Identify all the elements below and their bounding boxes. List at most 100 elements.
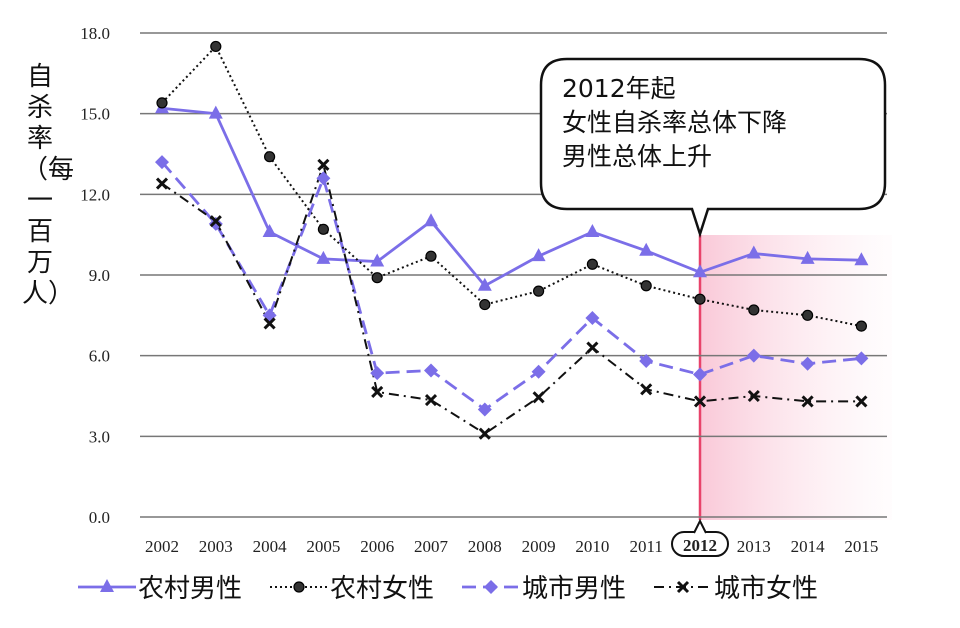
data-point-circle [532, 285, 545, 297]
data-point-circle [694, 293, 706, 305]
data-point-x [371, 385, 384, 399]
y-tick-label: 12.0 [80, 185, 110, 204]
x-tick-label: 2007 [414, 537, 449, 556]
data-point-circle [748, 304, 760, 316]
data-point-x [317, 158, 330, 171]
x-tick-label: 2009 [522, 537, 556, 556]
data-point-triangle [693, 264, 707, 278]
data-point-triangle [100, 578, 114, 592]
x-tick-label: 2006 [360, 537, 394, 556]
data-point-x [209, 215, 222, 228]
data-point-triangle [746, 245, 761, 259]
data-point-x [424, 393, 438, 407]
annotation-line-2: 女性自杀率总体下降 [562, 108, 788, 137]
data-point-x [478, 427, 491, 440]
data-point-triangle [262, 223, 277, 237]
data-point-circle [317, 223, 329, 235]
highlight-region [700, 235, 892, 520]
data-point-diamond [155, 155, 169, 170]
badge-pointer [693, 518, 707, 534]
legend-label: 农村女性 [330, 574, 435, 604]
x-tick-label: 2015 [844, 537, 878, 556]
data-point-circle [210, 40, 222, 53]
x-tick-label: 2003 [199, 537, 233, 556]
data-point-x [263, 317, 276, 330]
series-line [160, 161, 862, 412]
data-point-triangle [639, 242, 654, 256]
data-point-diamond [693, 367, 707, 382]
x-tick-label: 2005 [306, 537, 340, 556]
data-point-x [155, 177, 169, 190]
data-point-circle [586, 258, 599, 270]
data-point-circle [425, 250, 437, 262]
legend-item-urban-female: 城市女性 [652, 568, 818, 605]
x-tick-label: 2013 [737, 537, 771, 556]
data-point-x [693, 395, 707, 408]
y-tick-label: 15.0 [80, 105, 110, 124]
data-point-circle [156, 97, 168, 109]
data-point-triangle [854, 252, 869, 266]
data-point-diamond [531, 364, 546, 379]
data-point-circle [293, 580, 305, 593]
data-point-x [801, 395, 814, 408]
annotation-line-1: 2012年起 [562, 74, 676, 103]
data-point-x [586, 341, 599, 354]
legend-swatch [462, 579, 521, 594]
x-tick-label: 2011 [630, 537, 663, 556]
y-tick-label: 18.0 [80, 24, 110, 43]
data-point-triangle [477, 277, 492, 291]
annotation-line-3: 男性总体上升 [562, 142, 713, 171]
series-line [161, 44, 862, 328]
y-axis-label: 自杀率（每一百万人） [22, 62, 75, 309]
data-point-circle [264, 151, 276, 163]
legend-swatch [270, 580, 329, 593]
data-point-diamond [854, 351, 869, 366]
data-point-diamond [208, 216, 223, 231]
legend-label: 城市女性 [714, 574, 819, 604]
x-tick-label: 2014 [791, 537, 826, 556]
data-point-triangle [370, 253, 385, 267]
data-point-diamond [370, 366, 385, 381]
series-line [161, 106, 862, 288]
legend-label: 农村男性 [138, 574, 243, 604]
data-point-diamond [477, 402, 492, 417]
data-point-diamond [484, 579, 499, 594]
x-tick-label: 2004 [253, 537, 288, 556]
callout-bubble [539, 57, 887, 239]
data-point-triangle [208, 105, 223, 119]
y-tick-label: 6.0 [89, 347, 110, 366]
legend-item-urban-male: 城市男性 [460, 568, 626, 605]
data-point-circle [855, 320, 868, 332]
data-point-triangle [316, 250, 331, 264]
data-point-circle [371, 272, 383, 284]
y-tick-label: 3.0 [89, 427, 110, 446]
x-tick-label: 2002 [145, 537, 179, 556]
series-line [161, 161, 862, 435]
data-point-diamond [585, 311, 600, 326]
x-tick-label: 2010 [575, 537, 609, 556]
data-point-circle [640, 280, 652, 292]
legend: 农村男性 农村女性 城市男性 城市女性 [76, 568, 844, 605]
data-point-diamond [639, 354, 654, 369]
x-tick-label: 2008 [468, 537, 502, 556]
data-point-x [676, 580, 690, 593]
data-point-diamond [424, 363, 438, 378]
y-tick-label: 0.0 [89, 508, 110, 527]
annotation-callout: 2012年起 女性自杀率总体下降 男性总体上升 [542, 60, 882, 186]
data-point-diamond [316, 171, 331, 186]
legend-item-rural-female: 农村女性 [268, 568, 434, 605]
data-point-triangle [424, 213, 438, 227]
data-point-diamond [800, 356, 815, 371]
data-point-circle [479, 298, 491, 311]
legend-swatch [654, 580, 713, 593]
data-point-x [855, 395, 868, 408]
data-point-circle [801, 309, 814, 321]
data-point-triangle [531, 248, 546, 262]
x-tick-label: 2012 [683, 536, 717, 555]
legend-item-rural-male: 农村男性 [76, 568, 242, 605]
y-tick-label: 9.0 [89, 266, 110, 285]
data-point-triangle [800, 250, 815, 264]
data-point-x [640, 383, 653, 396]
data-point-diamond [746, 348, 761, 363]
